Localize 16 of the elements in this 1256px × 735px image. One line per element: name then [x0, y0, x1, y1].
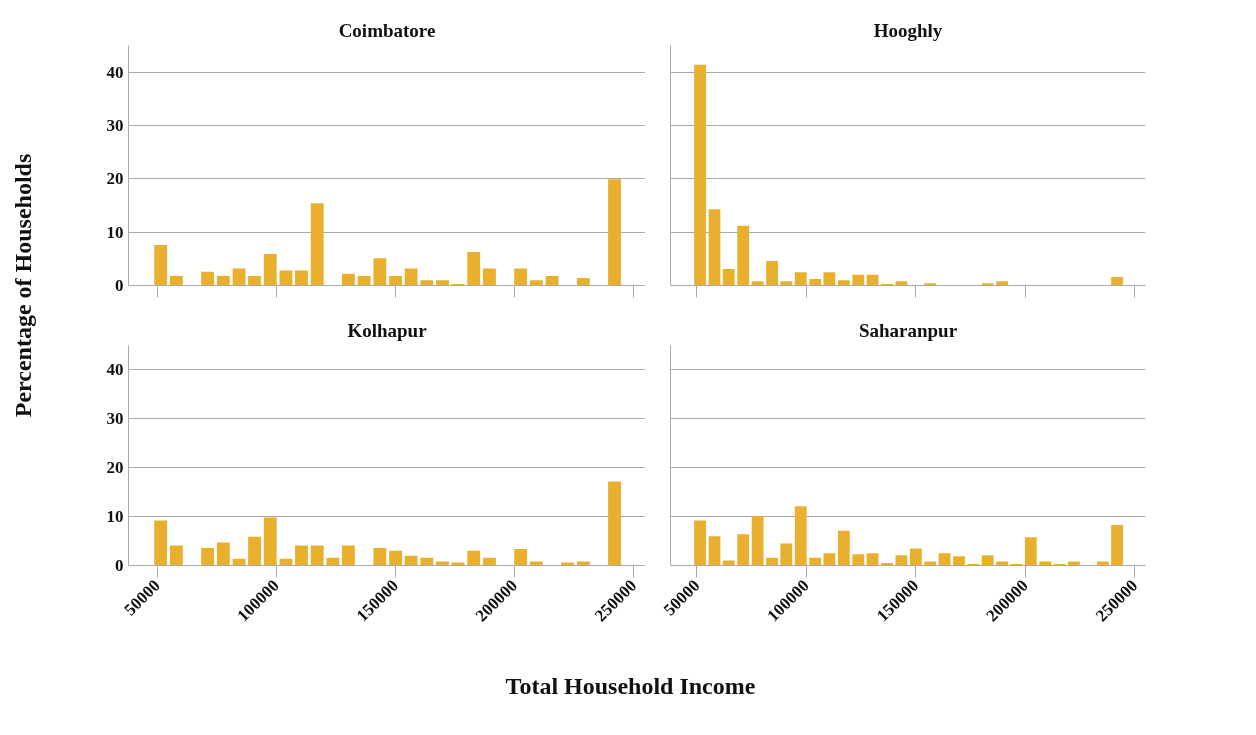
y-tick-label: 10 [106, 507, 124, 527]
y-tick-label: 20 [106, 458, 124, 478]
y-tick-label: 40 [106, 62, 124, 82]
y-tick-label: 0 [115, 556, 124, 575]
y-tick-label: 30 [106, 116, 124, 135]
y-tick-label: 40 [106, 360, 124, 380]
y-tick-label: 20 [106, 169, 124, 189]
chart-title: Saharanpur [858, 319, 958, 341]
chart-title: Kolhapur [347, 319, 428, 341]
y-tick-label: 10 [106, 222, 124, 242]
x-axis-title: Total Household Income [505, 672, 756, 699]
y-tick-label: 0 [115, 276, 124, 295]
chart-title: Hooghly [873, 19, 943, 41]
chart-title: Coimbatore [338, 19, 436, 41]
y-tick-label: 30 [106, 409, 124, 429]
y-axis-title: Percentage of Households [10, 153, 36, 418]
